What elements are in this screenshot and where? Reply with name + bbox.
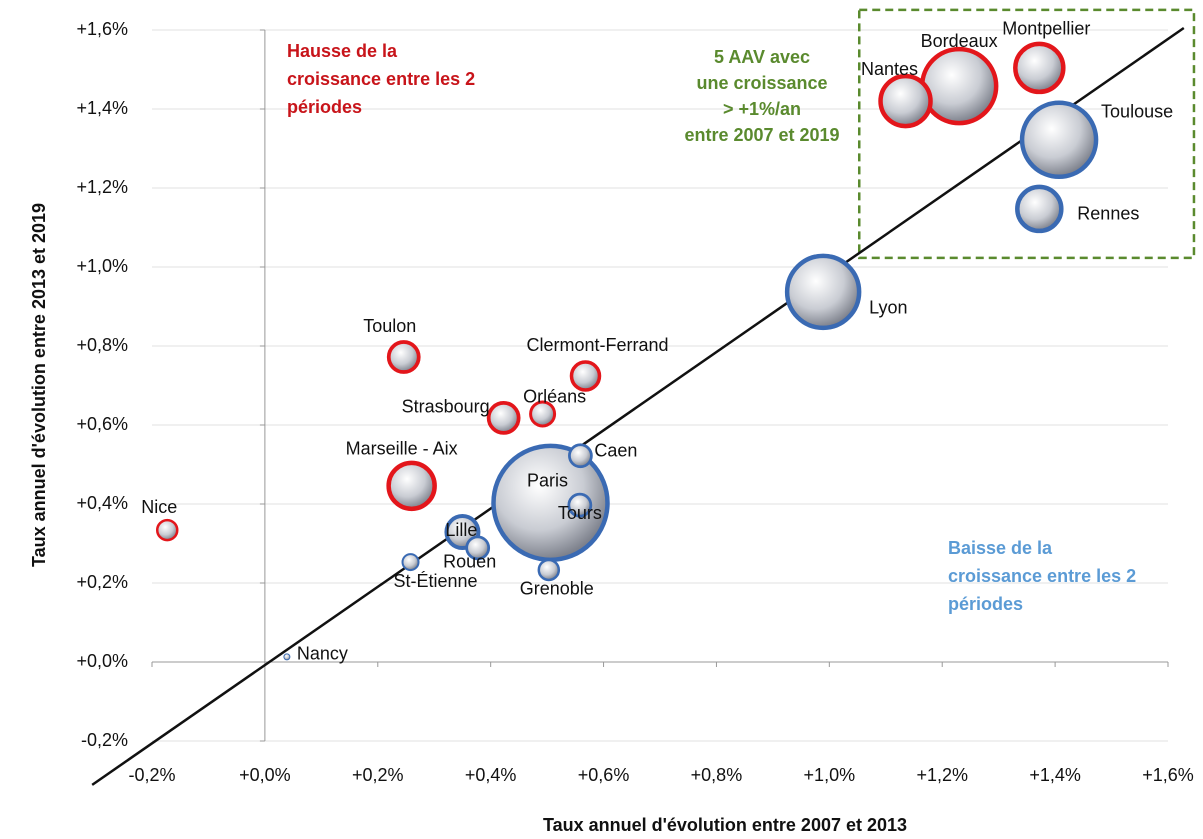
bubble xyxy=(155,518,179,542)
bubble xyxy=(784,253,862,331)
y-tick-label: +0,0% xyxy=(76,651,128,671)
y-tick-label: +1,2% xyxy=(76,177,128,197)
bubble xyxy=(1019,100,1099,180)
y-tick-label: +0,6% xyxy=(76,414,128,434)
point-label: Strasbourg xyxy=(402,397,490,417)
bubble xyxy=(878,73,933,129)
point-label: Tours xyxy=(558,503,602,523)
bubble xyxy=(465,535,491,561)
x-tick-label: +1,2% xyxy=(916,765,968,785)
point-label: Nancy xyxy=(297,644,348,664)
point-label: Orléans xyxy=(523,387,586,407)
bubble xyxy=(537,558,561,582)
point-label: Rennes xyxy=(1077,204,1139,224)
bubble xyxy=(919,46,999,126)
point-label: Toulouse xyxy=(1101,102,1173,122)
y-tick-label: +0,4% xyxy=(76,493,128,513)
x-tick-label: +0,0% xyxy=(239,765,291,785)
y-tick-label: +1,4% xyxy=(76,98,128,118)
x-tick-label: +1,4% xyxy=(1029,765,1081,785)
annotation: Baisse de la xyxy=(948,538,1053,558)
bubble xyxy=(569,360,602,392)
annotation: > +1%/an xyxy=(723,99,801,119)
x-axis-title: Taux annuel d'évolution entre 2007 et 20… xyxy=(543,815,907,835)
bubble xyxy=(567,492,593,518)
bubble xyxy=(486,401,521,435)
point-label: Lyon xyxy=(869,298,907,318)
annotation: croissance entre les 2 xyxy=(948,566,1136,586)
x-tick-label: +1,0% xyxy=(804,765,856,785)
y-tick-label: +1,6% xyxy=(76,19,128,39)
point-label: Montpellier xyxy=(1002,19,1090,39)
y-tick-label: -0,2% xyxy=(81,730,128,750)
annotation: Hausse de la xyxy=(287,41,398,61)
point-label: Toulon xyxy=(363,316,416,336)
point-label: Lille xyxy=(445,520,477,540)
annotation: périodes xyxy=(948,594,1023,614)
bubble xyxy=(386,460,437,512)
point-label: St-Étienne xyxy=(393,571,477,591)
y-axis-title: Taux annuel d'évolution entre 2013 et 20… xyxy=(29,203,49,567)
highlight-box xyxy=(857,8,1196,260)
point-label: Paris xyxy=(527,471,568,491)
y-tick-label: +0,8% xyxy=(76,335,128,355)
x-tick-label: -0,2% xyxy=(128,765,175,785)
x-tick-label: +1,6% xyxy=(1142,765,1194,785)
bubble xyxy=(401,553,420,572)
bubble xyxy=(529,400,557,428)
annotation: entre 2007 et 2019 xyxy=(684,125,839,145)
point-label: Caen xyxy=(594,441,637,461)
y-tick-label: +0,2% xyxy=(76,572,128,592)
point-label: Nantes xyxy=(861,59,918,79)
annotation: une croissance xyxy=(696,73,827,93)
point-label: Rouen xyxy=(443,552,496,572)
bubble xyxy=(1013,41,1066,95)
reference-line xyxy=(91,26,1185,786)
annotation: 5 AAV avec xyxy=(714,47,810,67)
bubble xyxy=(568,443,593,469)
x-tick-label: +0,2% xyxy=(352,765,404,785)
x-tick-label: +0,6% xyxy=(578,765,630,785)
annotation: périodes xyxy=(287,97,362,117)
x-tick-label: +0,8% xyxy=(691,765,743,785)
point-label: Grenoble xyxy=(520,579,594,599)
point-label: Nice xyxy=(141,497,177,517)
point-label: Marseille - Aix xyxy=(346,439,458,459)
y-tick-label: +1,0% xyxy=(76,256,128,276)
bubble xyxy=(386,340,421,374)
bubble xyxy=(1015,184,1064,234)
annotation: croissance entre les 2 xyxy=(287,69,475,89)
point-label: Bordeaux xyxy=(921,31,998,51)
bubble xyxy=(283,653,291,661)
point-label: Clermont-Ferrand xyxy=(526,335,668,355)
x-tick-label: +0,4% xyxy=(465,765,517,785)
